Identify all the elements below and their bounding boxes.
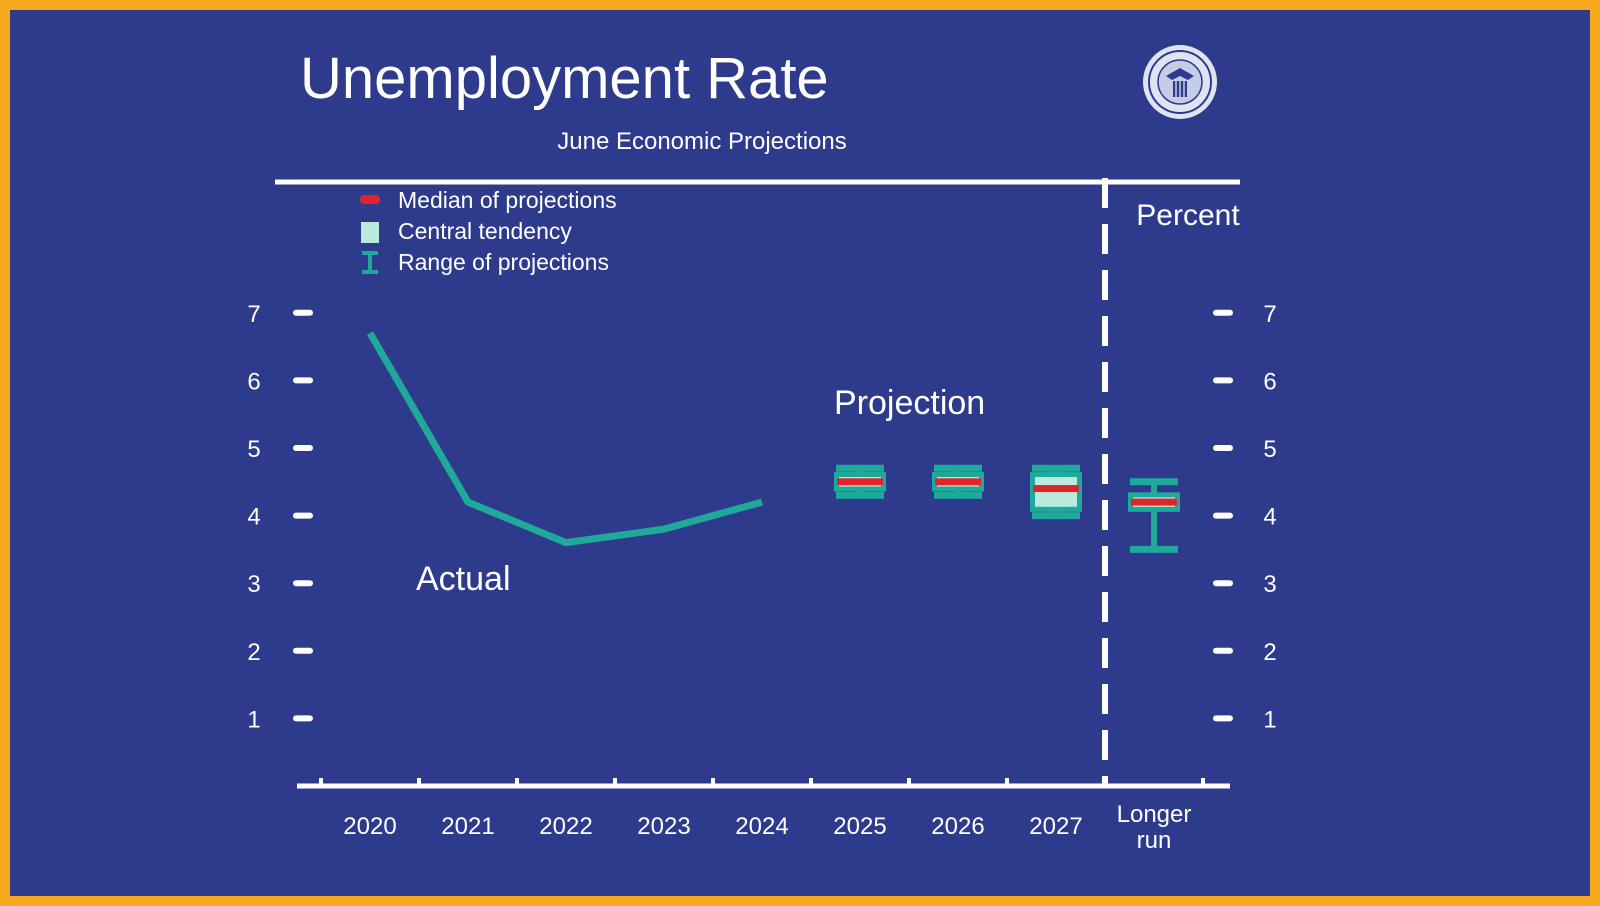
x-tick-label: 2022 [539, 813, 592, 840]
chart-title: Unemployment Rate [300, 46, 829, 111]
y-tick-label: 2 [247, 639, 260, 666]
x-tick-label: 2026 [931, 813, 984, 840]
y-tick-label: 6 [247, 368, 260, 395]
legend-median-swatch [360, 195, 380, 204]
chart-panel: Unemployment Rate June Economic Projecti… [10, 10, 1590, 896]
x-tick-label: 2024 [735, 813, 788, 840]
projection-group [834, 464, 886, 499]
median-marker [837, 478, 883, 486]
projection-series [834, 464, 1180, 553]
chart-subtitle: June Economic Projections [557, 128, 846, 155]
projection-group [1030, 464, 1082, 520]
median-marker [1033, 485, 1079, 493]
annotation-actual: Actual [416, 560, 511, 598]
y-tick-label: 2 [1263, 639, 1276, 666]
federal-reserve-seal-icon [1143, 45, 1217, 119]
y-tick-label: 4 [247, 504, 260, 531]
legend-range-label: Range of projections [398, 249, 609, 275]
y-tick-label: 7 [1263, 301, 1276, 328]
projection-group [1128, 478, 1180, 553]
unit-label: Percent [1136, 199, 1240, 232]
y-tick-label: 3 [247, 571, 260, 598]
y-tick-label: 1 [1263, 706, 1276, 733]
y-axis-labels-left: 1 2 3 4 5 6 7 [247, 301, 260, 734]
legend-central-label: Central tendency [398, 218, 572, 244]
projection-group [932, 464, 984, 499]
median-marker [1131, 498, 1177, 506]
y-tick-label: 5 [1263, 436, 1276, 463]
y-tick-label: 7 [247, 301, 260, 328]
y-tick-label: 6 [1263, 368, 1276, 395]
actual-series [366, 331, 763, 547]
y-tick-label: 3 [1263, 571, 1276, 598]
annotation-projection: Projection [834, 384, 985, 422]
x-tick-label: 2023 [637, 813, 690, 840]
x-tick-label: Longer run [1117, 801, 1192, 854]
legend-central-swatch [361, 222, 379, 243]
x-tick-label: 2021 [441, 813, 494, 840]
y-tick-label: 5 [247, 436, 260, 463]
x-tick-label-line: run [1137, 827, 1172, 854]
x-tick-label-line: Longer [1117, 801, 1192, 828]
y-tick-label: 1 [247, 706, 260, 733]
unemployment-chart: Unemployment Rate June Economic Projecti… [247, 45, 1277, 854]
legend-range-swatch [362, 251, 378, 274]
x-tick-label: 2025 [833, 813, 886, 840]
x-tick-label: 2020 [343, 813, 396, 840]
axis-ticks [293, 309, 1233, 786]
legend-median-label: Median of projections [398, 187, 617, 213]
chart-legend: Median of projections Central tendency R… [360, 187, 617, 275]
y-tick-label: 4 [1263, 504, 1276, 531]
x-axis-labels: 2020 2021 2022 2023 2024 2025 2026 2027 Longer ru… [343, 801, 1191, 854]
x-tick-label: 2027 [1029, 813, 1082, 840]
median-marker [935, 478, 981, 486]
y-axis-labels-right: 1 2 3 4 5 6 7 [1263, 301, 1276, 734]
actual-line [366, 331, 763, 547]
